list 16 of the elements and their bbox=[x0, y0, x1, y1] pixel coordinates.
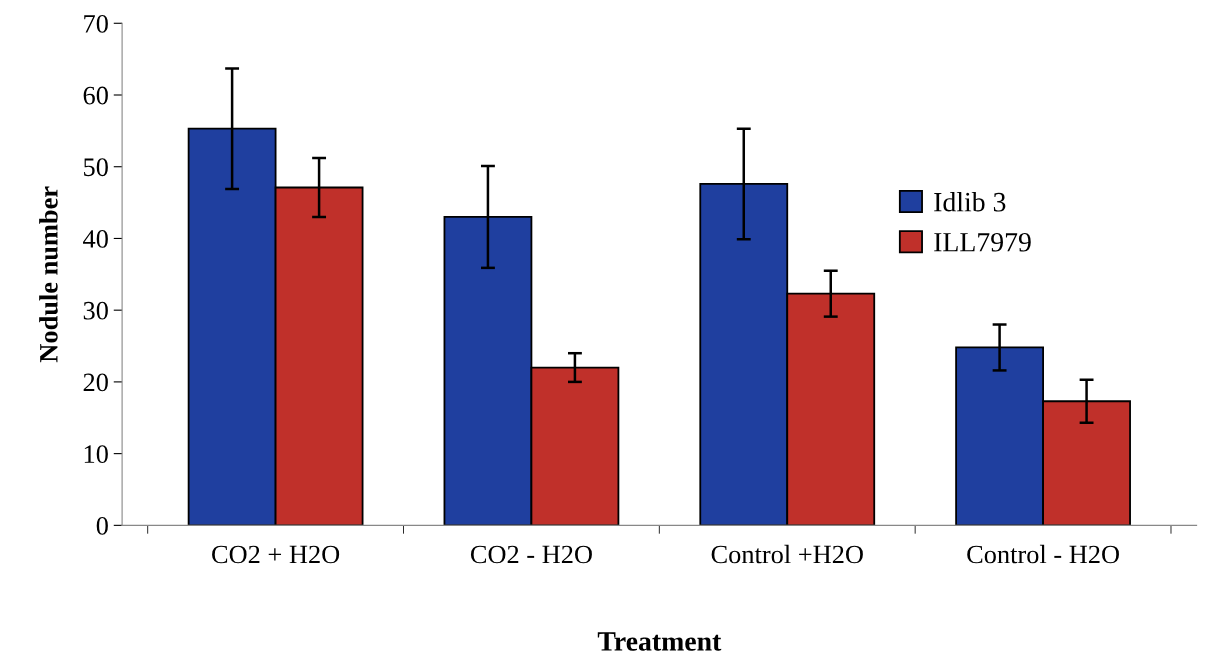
x-tick-label: Control - H2O bbox=[967, 544, 1119, 564]
legend-label: Idlib 3 bbox=[934, 191, 1006, 212]
x-axis-title: Treatment bbox=[597, 632, 722, 651]
y-tick-label: 30 bbox=[83, 301, 108, 320]
y-tick-label: 0 bbox=[96, 516, 108, 535]
y-tick-label: 60 bbox=[83, 86, 108, 105]
legend-label: ILL7979 bbox=[934, 232, 1031, 252]
y-axis-title: Nodule number bbox=[39, 186, 58, 363]
x-tick-label: CO2 + H2O bbox=[212, 545, 340, 564]
y-tick-label: 70 bbox=[84, 14, 108, 33]
y-tick-label: 10 bbox=[84, 445, 108, 464]
y-tick-label: 20 bbox=[83, 373, 108, 392]
y-tick-label: 40 bbox=[83, 230, 108, 248]
y-tick-label: 50 bbox=[84, 158, 108, 177]
x-tick-label: CO2 - H2O bbox=[470, 545, 592, 564]
x-tick-label: Control +H2O bbox=[711, 544, 863, 564]
